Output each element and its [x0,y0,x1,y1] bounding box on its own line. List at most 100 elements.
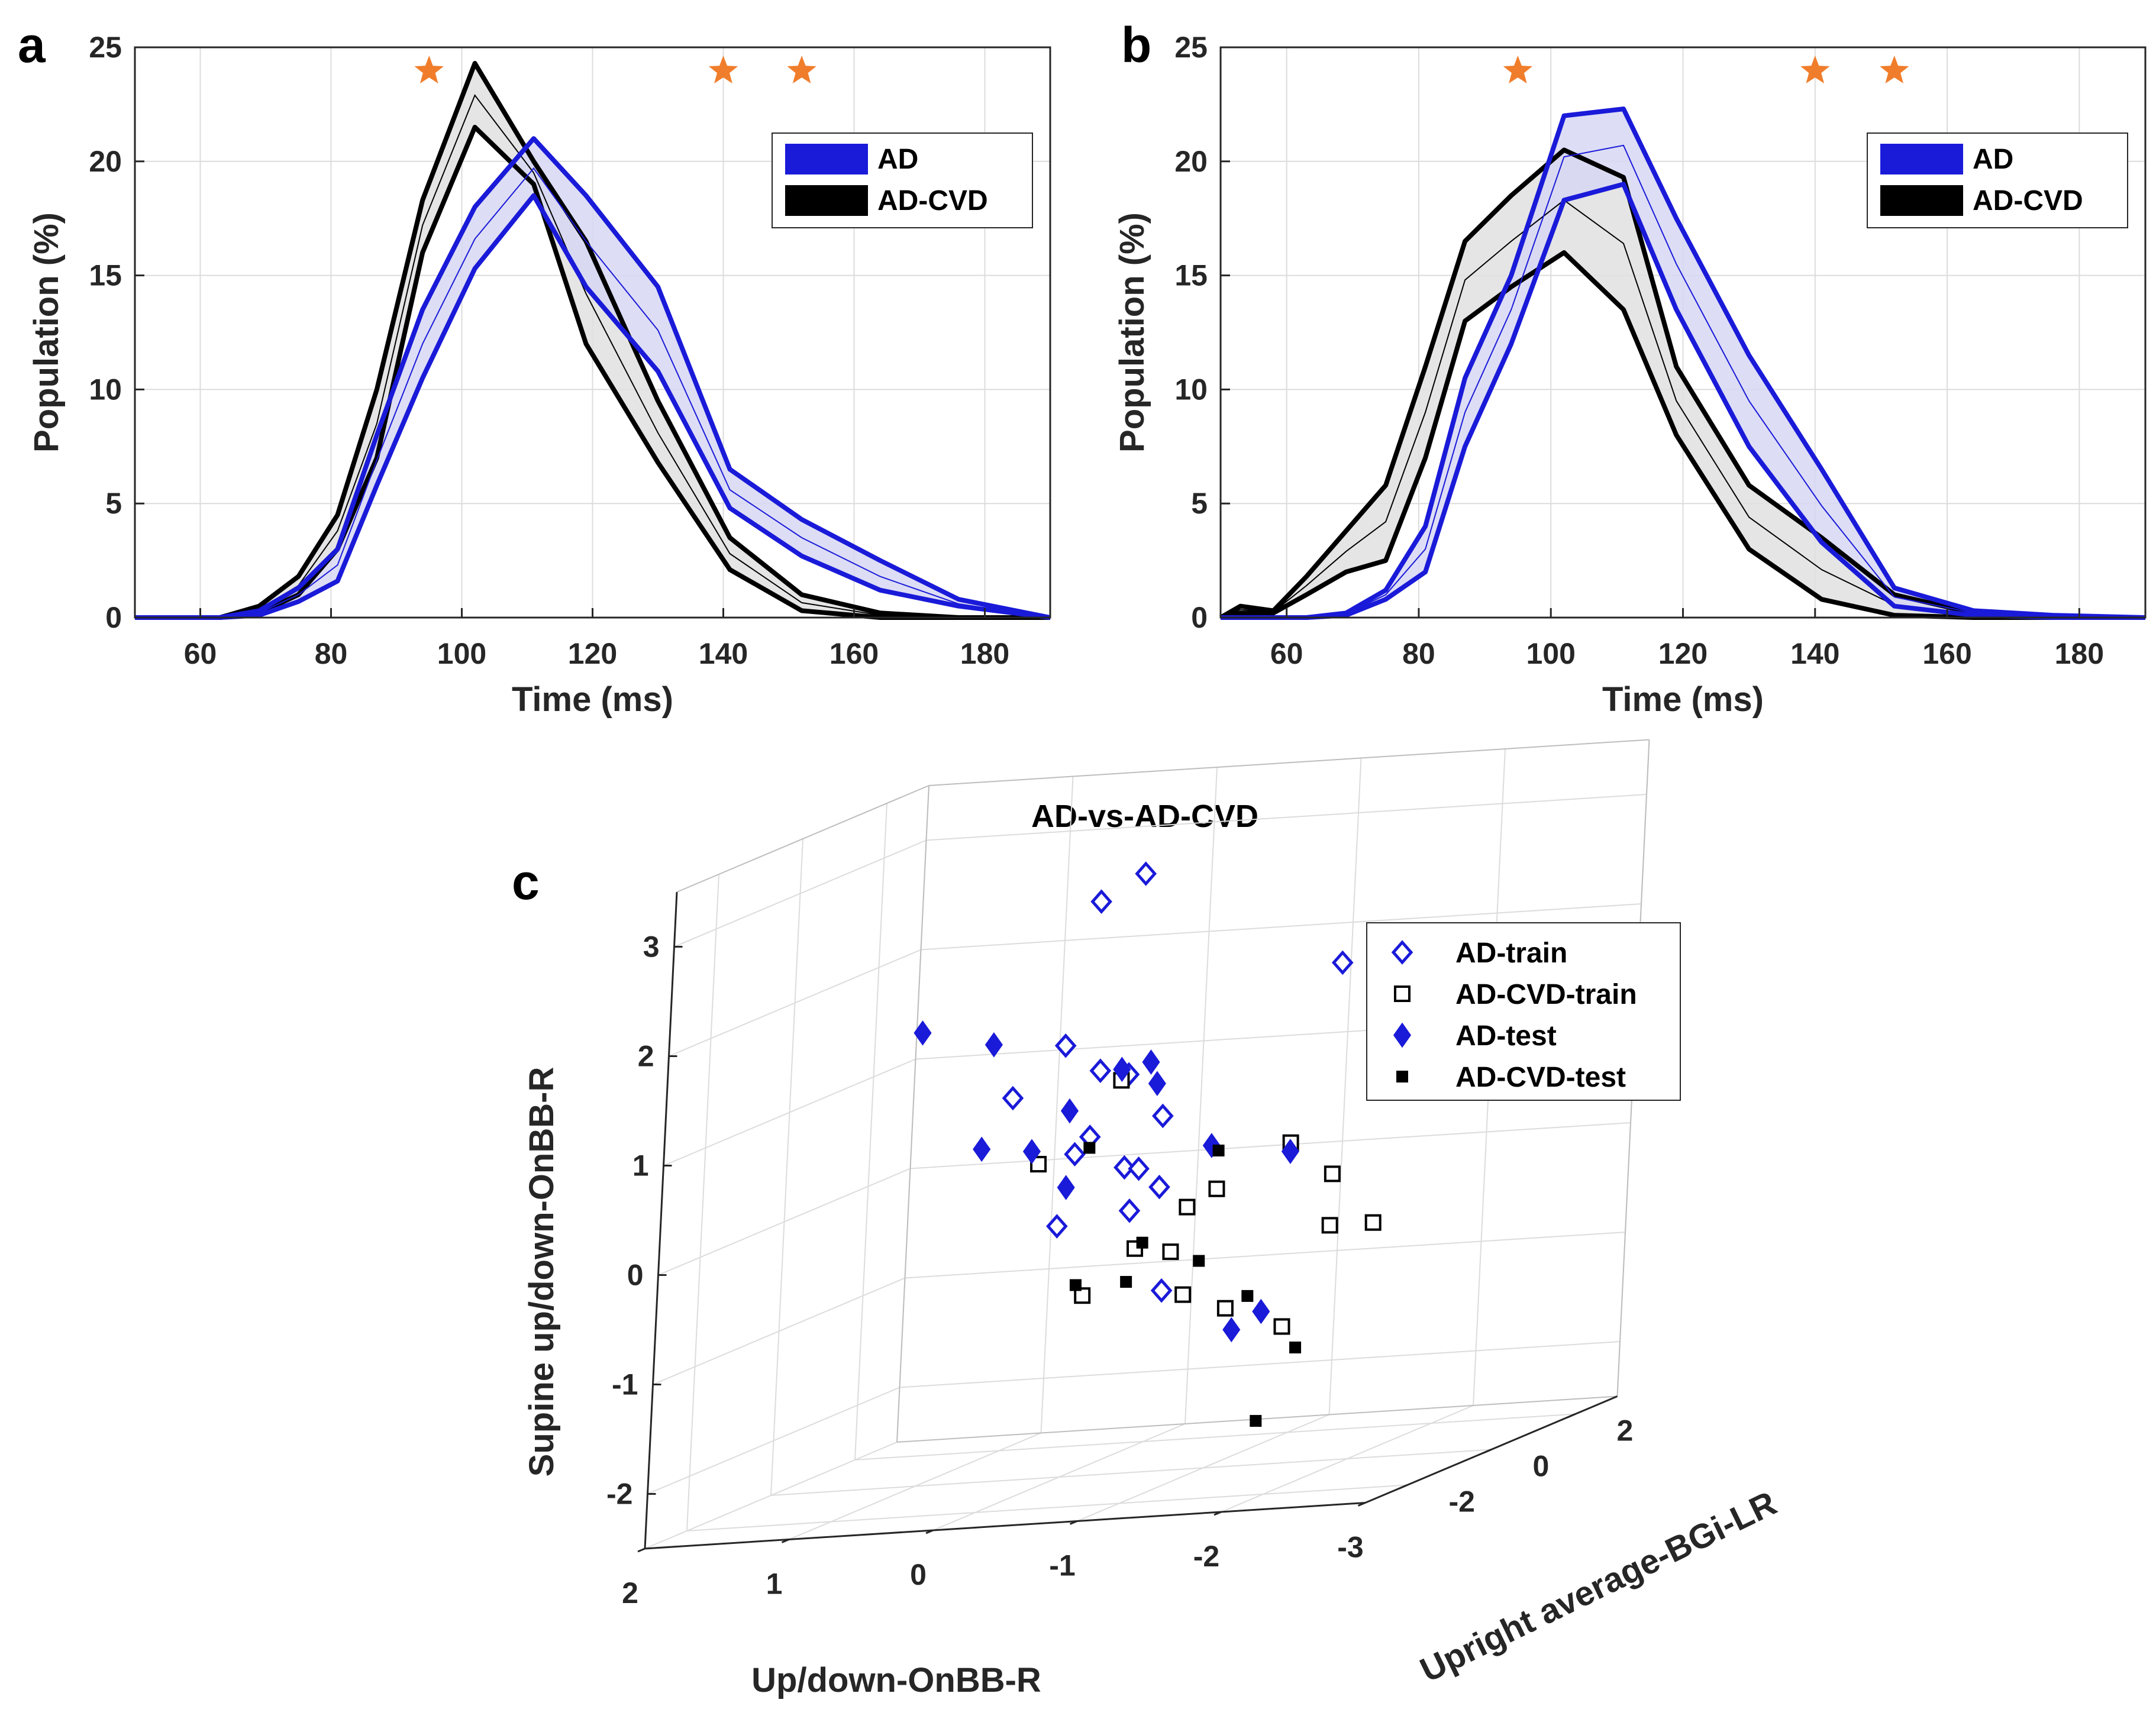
data-point [1030,1156,1047,1173]
grid-line-y-side [770,838,803,1496]
legend-label-ad-cvd-test: AD-CVD-test [1455,1062,1626,1093]
grid-line-z-back [905,1232,1626,1279]
y-tick-label: 25 [1174,31,1208,64]
y-tick-mark [1482,1449,1492,1454]
x-tick-label: 1 [766,1568,783,1601]
series-lower-ad [135,193,1051,620]
data-point [1162,1243,1179,1261]
legend-swatch-ad [785,144,868,175]
grid-line-z-back [926,794,1647,841]
data-point [1148,1071,1166,1097]
x-tick-label: 120 [1658,637,1708,670]
grid-line-z-side [647,1387,900,1495]
grid-line-x-back [1040,776,1074,1433]
data-point [1324,1165,1341,1182]
grid-line-y-floor [854,1413,1576,1460]
x-tick-mark [781,1539,790,1543]
legend-label-ad-test: AD-test [1455,1020,1557,1052]
series-upper-ad-cvd [135,61,1050,620]
grid-line-z-side [658,1168,911,1276]
data-point [1113,1155,1135,1180]
grid-line-x-back [1328,758,1362,1415]
significance-star-icon [414,56,444,83]
z-tick-label: 3 [643,930,660,964]
x-tick-label: 160 [830,637,879,670]
y-tick-label: 2 [1617,1414,1634,1447]
grid-line-z-back [899,1341,1621,1388]
data-point [1289,1341,1302,1353]
x-tick-label: 180 [960,637,1009,670]
legend-marker-ad-test [1393,1022,1412,1048]
data-point [1148,1174,1170,1200]
y-tick-label: 15 [1174,259,1208,292]
x-tick-label: 100 [437,637,486,670]
data-point [1060,1098,1079,1124]
series-ad-test [914,1020,1299,1343]
grid-line-z-side [669,949,921,1057]
panel-label-a: a [18,17,46,73]
series-upper-ad-cvd [1219,147,2145,620]
series-ad-train [1002,861,1354,1303]
data-point [1174,1286,1192,1303]
x-tick-label: -3 [1337,1531,1363,1564]
y-tick-label: 0 [1191,601,1208,634]
legend-label-ad: AD [1973,144,2013,175]
x-tick-label: 2 [622,1576,638,1610]
legend: AD AD-CVD [1867,133,2128,228]
grid-line-z-side [653,1277,905,1385]
data-point [1273,1318,1290,1335]
legend-swatch-ad [1880,144,1963,175]
y-tick-label: 20 [1174,145,1208,178]
panel-label-c: c [512,854,540,910]
chart-title-c: AD-vs-AD-CVD [1031,799,1258,834]
legend: AD-train AD-CVD-train AD-test AD-CVD-test [1366,922,1681,1101]
legend-label-ad: AD [877,144,918,175]
data-point [1054,1033,1077,1058]
data-point [1281,1139,1299,1164]
legend-label-ad-cvd-train: AD-CVD-train [1455,979,1637,1010]
data-point [1142,1049,1160,1075]
data-point [1250,1415,1262,1427]
band-ad [135,138,1050,618]
z-axis-line [644,891,678,1549]
data-point [1364,1214,1382,1231]
data-point [1090,889,1112,914]
y-tick-label: 5 [1191,487,1208,520]
box-edge [928,739,1650,786]
x-tick-mark [1357,1502,1366,1507]
data-point [914,1020,932,1046]
y-tick-label: -2 [1449,1485,1475,1518]
grid-line-y-side [854,803,887,1460]
grid-line-y-floor [686,1484,1408,1531]
y-tick-label: 15 [89,259,122,292]
y-tick-label: 20 [89,145,122,178]
legend-marker-ad-cvd-test [1396,1071,1408,1082]
grid-line-z-side [663,1058,916,1166]
y-axis-label: Population (%) [1113,212,1151,453]
data-point [1064,1142,1086,1167]
data-point [1083,1142,1096,1154]
data-point [1222,1317,1241,1343]
z-tick-label: 1 [632,1149,649,1182]
data-point [1089,1058,1112,1083]
legend-marker-ad-train [1391,940,1413,965]
data-point [1331,950,1354,975]
y-tick-label: 10 [1174,373,1208,406]
panel-b: b 60 80 100 120 140 160 180 0 5 10 15 20 25 Time (ms)… [1113,17,2147,719]
x-tick-label: 100 [1526,637,1575,670]
grid-line-z-back [910,1122,1631,1169]
series-ad-cvd-test [1069,1142,1302,1427]
data-point [1152,1103,1174,1129]
data-point [1193,1255,1205,1267]
x-tick-mark [1069,1520,1078,1525]
data-point [1057,1175,1075,1200]
x-axis-label: Up/down-OnBB-R [751,1661,1041,1699]
legend: AD AD-CVD [772,133,1033,228]
data-point [1046,1214,1068,1239]
data-point [1241,1290,1254,1302]
x-tick-label: 60 [1270,637,1303,670]
x-tick-label: 80 [315,637,348,670]
y-tick-label: 5 [105,487,122,520]
z-tick-label: -2 [606,1478,632,1511]
x-tick-label: 180 [2055,637,2104,670]
